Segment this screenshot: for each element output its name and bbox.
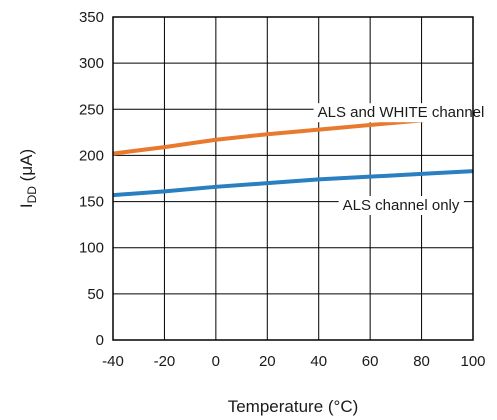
series-label-background xyxy=(313,103,489,123)
y-tick-label: 50 xyxy=(87,286,104,303)
y-axis-title-subscript: DD xyxy=(25,186,39,204)
x-tick-label: 60 xyxy=(362,353,379,370)
series-label-background xyxy=(338,195,464,215)
y-tick-label: 150 xyxy=(79,194,104,211)
series-label: ALS channel only xyxy=(343,197,460,214)
series-labels: ALS and WHITE channel ALS channel only xyxy=(313,103,489,215)
x-tick-label: 80 xyxy=(413,353,430,370)
y-tick-label: 0 xyxy=(96,332,104,349)
y-tick-label: 100 xyxy=(79,240,104,257)
y-tick-label: 250 xyxy=(79,101,104,118)
y-axis-title-unit: (μA) xyxy=(17,149,36,186)
x-axis-title: Temperature (°C) xyxy=(228,397,359,416)
plot-frame xyxy=(112,16,474,341)
x-tick-label: 100 xyxy=(460,353,485,370)
x-tick-label: 40 xyxy=(310,353,327,370)
x-tick-label: 20 xyxy=(259,353,276,370)
x-tick-label: -20 xyxy=(154,353,176,370)
y-tick-label: 350 xyxy=(79,9,104,26)
y-axis-title-main: I xyxy=(17,203,36,208)
grid-lines xyxy=(113,17,473,340)
y-tick-label: 200 xyxy=(79,147,104,164)
tick-labels: -40 -20 0 20 40 60 80 100 0 50 100 150 200 250 300 350 xyxy=(79,9,486,370)
y-tick-label: 300 xyxy=(79,55,104,72)
x-tick-label: 0 xyxy=(212,353,220,370)
x-tick-label: -40 xyxy=(102,353,124,370)
series-line xyxy=(112,169,474,198)
series-label: ALS and WHITE channel xyxy=(318,104,485,121)
y-axis-title: IDD (μA) xyxy=(17,149,39,208)
